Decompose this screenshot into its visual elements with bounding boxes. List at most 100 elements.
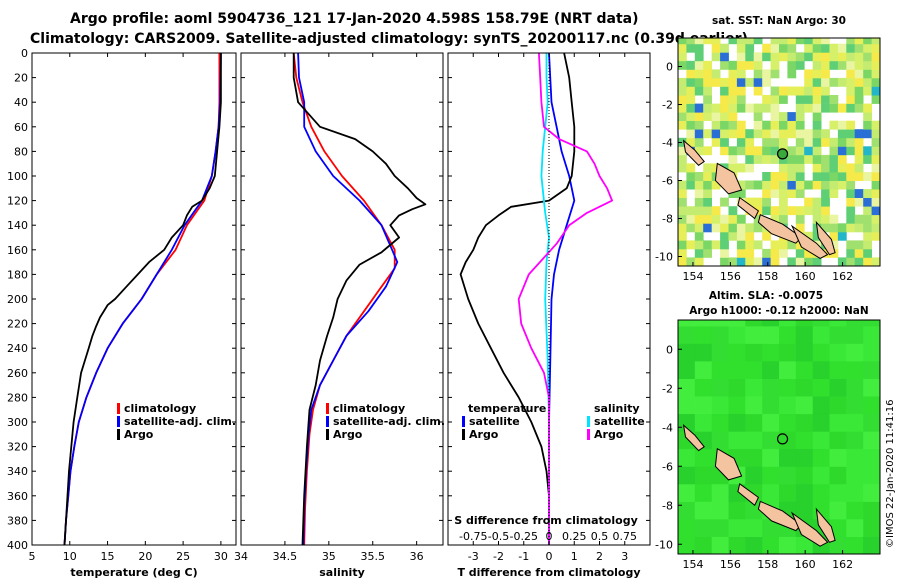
temperature-ytick-label: 300 [7, 416, 28, 429]
sla-cell [711, 343, 729, 362]
temperature-series [63, 53, 222, 545]
sst-cell [812, 38, 822, 45]
sla-cell [762, 325, 780, 344]
sst-cell [787, 60, 797, 70]
sst-cell [795, 129, 805, 139]
sst-cell [711, 163, 721, 173]
sla-cell [728, 325, 746, 344]
legend-swatch [326, 429, 329, 440]
sst-cell [770, 120, 780, 130]
sst-cell [720, 257, 729, 266]
sst-cell [863, 231, 872, 241]
sst-cell [795, 214, 805, 224]
sla-cell [694, 325, 713, 344]
sst-cell [795, 163, 805, 173]
sst-cell [880, 181, 889, 190]
sla-cell [762, 431, 780, 450]
sla-cell [779, 325, 797, 344]
sst-cell [779, 172, 788, 181]
sst-cell [736, 86, 746, 96]
sst-cell [812, 77, 822, 87]
difference-xlabel: T difference from climatology [457, 566, 640, 579]
sla-cell [694, 396, 713, 415]
sst-cell [854, 163, 864, 173]
sla-cell [745, 536, 763, 554]
sst-cell [720, 120, 729, 130]
sla-cell [779, 396, 797, 415]
sst-cell [871, 60, 880, 70]
sla-cell [863, 343, 880, 362]
sst-cell [678, 112, 687, 121]
sst-cell [703, 197, 712, 207]
sst-cell [837, 103, 847, 113]
sla-cell [694, 501, 713, 520]
sla-cell [745, 448, 763, 467]
sst-cell [770, 103, 780, 113]
sst-cell [711, 77, 721, 87]
temperature-ytick-label: 100 [7, 170, 28, 183]
sst-cell [711, 137, 721, 147]
sst-cell [745, 163, 755, 173]
sst-cell [871, 180, 880, 190]
sst-cell [745, 43, 755, 53]
sla-cell [678, 483, 696, 502]
sst-cell [720, 43, 729, 53]
sst-cell [770, 60, 780, 70]
difference-line-salinity-argo [517, 53, 613, 545]
sst-cell [762, 43, 771, 53]
sst-cell [728, 206, 738, 216]
sst-cell [703, 95, 712, 104]
sst-cell [854, 257, 864, 266]
sst-cell [871, 206, 880, 216]
temperature-ytick-label: 120 [7, 195, 28, 208]
sst-cell [694, 69, 704, 79]
sst-cell [770, 172, 780, 181]
temperature-xtick-label: 15 [101, 550, 115, 563]
temperature-ytick-label: 80 [14, 145, 28, 158]
sst-cell [787, 129, 797, 139]
temperature-ytick-label: 180 [7, 268, 28, 281]
salinity-xtick-label: 34.5 [273, 550, 298, 563]
sst-cell [812, 112, 822, 121]
sla-map-ytick-label: -6 [662, 460, 673, 473]
sst-cell [846, 214, 856, 224]
sla-cell [711, 536, 729, 554]
sst-cell [770, 206, 780, 216]
sst-cell [720, 240, 729, 250]
sst-cell [837, 129, 847, 139]
sla-cell [779, 483, 797, 502]
sst-cell [821, 129, 830, 139]
sst-cell [846, 257, 856, 266]
sst-cell [711, 43, 721, 53]
sla-cell [678, 320, 696, 327]
sla-map-island [737, 482, 760, 507]
sla-map-island [790, 511, 829, 547]
sst-cell [880, 198, 889, 207]
sst-cell [678, 206, 687, 216]
sst-cell [678, 223, 687, 233]
sst-cell [863, 214, 872, 224]
sla-cell [863, 360, 880, 379]
sla-cell [812, 343, 830, 362]
sst-cell [686, 257, 696, 266]
sst-cell [829, 163, 839, 173]
sst-cell [829, 95, 839, 104]
sla-cell [711, 378, 729, 397]
sst-cell [694, 197, 704, 207]
sla-cell [711, 518, 729, 537]
sst-cell [770, 214, 780, 224]
sst-cell [694, 231, 704, 241]
sst-cell [795, 180, 805, 190]
sst-cell [871, 69, 880, 79]
sst-cell [804, 38, 813, 45]
sla-cell [846, 536, 864, 554]
sst-cell [753, 257, 763, 266]
sst-cell [821, 180, 830, 190]
sst-cell [812, 137, 822, 147]
sla-cell [812, 360, 830, 379]
sla-cell [795, 413, 814, 432]
sst-cell [694, 137, 704, 147]
sst-cell [779, 120, 788, 130]
sst-cell [829, 172, 839, 181]
sst-cell [770, 146, 780, 156]
